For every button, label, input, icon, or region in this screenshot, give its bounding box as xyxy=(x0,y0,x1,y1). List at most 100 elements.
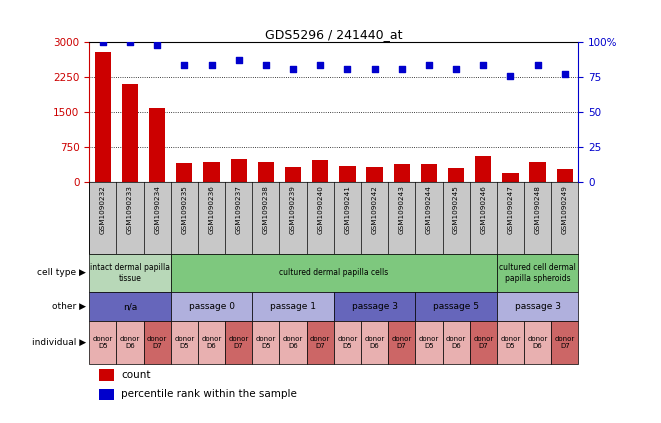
Text: GSM1090238: GSM1090238 xyxy=(263,185,269,234)
Bar xyxy=(415,321,442,364)
Text: passage 3: passage 3 xyxy=(515,302,561,311)
Title: GDS5296 / 241440_at: GDS5296 / 241440_at xyxy=(265,28,403,41)
Point xyxy=(397,66,407,72)
Bar xyxy=(497,254,578,292)
Text: GSM1090246: GSM1090246 xyxy=(481,185,486,234)
Bar xyxy=(149,108,165,182)
Text: donor
D7: donor D7 xyxy=(473,336,493,349)
Point xyxy=(98,39,108,46)
Bar xyxy=(231,159,247,182)
Bar xyxy=(253,321,280,364)
Text: count: count xyxy=(121,370,151,380)
Text: donor
D7: donor D7 xyxy=(229,336,249,349)
Bar xyxy=(99,370,114,381)
Text: GSM1090243: GSM1090243 xyxy=(399,185,405,234)
Bar xyxy=(122,84,138,182)
Point xyxy=(152,42,163,49)
Point xyxy=(288,66,298,72)
Bar xyxy=(198,321,225,364)
Bar xyxy=(171,254,497,292)
Bar xyxy=(502,173,519,182)
Text: donor
D5: donor D5 xyxy=(500,336,521,349)
Bar xyxy=(497,292,578,321)
Text: GSM1090249: GSM1090249 xyxy=(562,185,568,234)
Bar xyxy=(366,168,383,182)
Point xyxy=(179,61,190,68)
Text: passage 1: passage 1 xyxy=(270,302,316,311)
Bar xyxy=(421,164,437,182)
Bar xyxy=(361,321,388,364)
Bar xyxy=(551,321,578,364)
Bar xyxy=(225,321,253,364)
Bar xyxy=(116,321,143,364)
Bar xyxy=(89,321,116,364)
Point xyxy=(342,66,353,72)
Point xyxy=(559,71,570,78)
Text: GSM1090245: GSM1090245 xyxy=(453,185,459,234)
Text: passage 3: passage 3 xyxy=(352,302,397,311)
Text: GSM1090241: GSM1090241 xyxy=(344,185,350,234)
Bar xyxy=(339,165,356,182)
Bar xyxy=(99,388,114,400)
Point xyxy=(451,66,461,72)
Text: donor
D5: donor D5 xyxy=(337,336,358,349)
Text: individual ▶: individual ▶ xyxy=(32,338,86,347)
Text: GSM1090248: GSM1090248 xyxy=(535,185,541,234)
Bar xyxy=(204,162,219,182)
Text: GSM1090239: GSM1090239 xyxy=(290,185,296,234)
Bar xyxy=(89,292,171,321)
Point xyxy=(505,72,516,79)
Text: cultured dermal papilla cells: cultured dermal papilla cells xyxy=(279,268,389,277)
Text: GSM1090235: GSM1090235 xyxy=(181,185,187,234)
Bar xyxy=(95,52,111,182)
Bar xyxy=(442,321,470,364)
Point xyxy=(369,66,380,72)
Point xyxy=(478,61,488,68)
Text: donor
D6: donor D6 xyxy=(120,336,140,349)
Bar xyxy=(334,292,415,321)
Text: GSM1090242: GSM1090242 xyxy=(371,185,377,234)
Text: cultured cell dermal
papilla spheroids: cultured cell dermal papilla spheroids xyxy=(499,263,576,283)
Text: donor
D6: donor D6 xyxy=(527,336,548,349)
Bar xyxy=(415,292,497,321)
Point xyxy=(125,39,136,46)
Bar xyxy=(448,168,464,182)
Point xyxy=(315,61,325,68)
Point xyxy=(206,61,217,68)
Text: donor
D7: donor D7 xyxy=(391,336,412,349)
Text: GSM1090236: GSM1090236 xyxy=(208,185,215,234)
Text: GSM1090234: GSM1090234 xyxy=(154,185,160,234)
Bar xyxy=(280,321,307,364)
Text: donor
D6: donor D6 xyxy=(446,336,466,349)
Point xyxy=(532,61,543,68)
Bar xyxy=(388,321,415,364)
Text: GSM1090247: GSM1090247 xyxy=(508,185,514,234)
Text: donor
D7: donor D7 xyxy=(555,336,575,349)
Text: other ▶: other ▶ xyxy=(52,302,86,311)
Bar xyxy=(171,321,198,364)
Text: GSM1090240: GSM1090240 xyxy=(317,185,323,234)
Bar xyxy=(529,162,546,182)
Bar xyxy=(312,160,329,182)
Point xyxy=(260,61,271,68)
Bar xyxy=(171,292,253,321)
Bar xyxy=(393,164,410,182)
Bar xyxy=(89,254,171,292)
Text: donor
D5: donor D5 xyxy=(419,336,439,349)
Text: donor
D5: donor D5 xyxy=(175,336,194,349)
Text: n/a: n/a xyxy=(123,302,137,311)
Text: passage 5: passage 5 xyxy=(433,302,479,311)
Text: donor
D7: donor D7 xyxy=(147,336,167,349)
Text: GSM1090233: GSM1090233 xyxy=(127,185,133,234)
Bar xyxy=(524,321,551,364)
Text: passage 0: passage 0 xyxy=(188,302,235,311)
Text: donor
D5: donor D5 xyxy=(93,336,113,349)
Bar xyxy=(475,156,491,182)
Text: GSM1090244: GSM1090244 xyxy=(426,185,432,234)
Text: donor
D6: donor D6 xyxy=(364,336,385,349)
Text: donor
D5: donor D5 xyxy=(256,336,276,349)
Point xyxy=(424,61,434,68)
Text: donor
D6: donor D6 xyxy=(283,336,303,349)
Text: GSM1090237: GSM1090237 xyxy=(236,185,242,234)
Bar xyxy=(557,169,573,182)
